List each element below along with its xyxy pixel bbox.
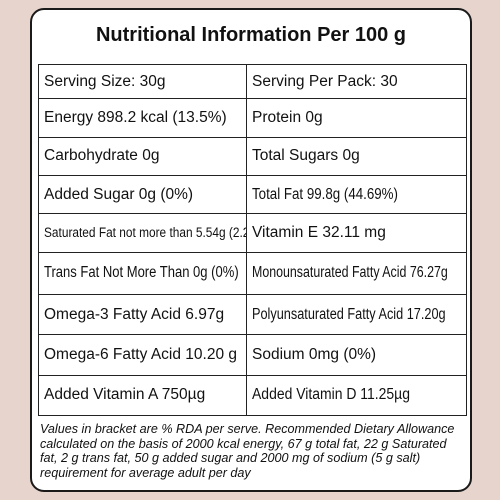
nutrient-cell: Trans Fat Not More Than 0g (0%) [38,251,247,295]
nutrient-cell: Monounsaturated Fatty Acid 76.27g [246,251,467,295]
nutrient-cell: Omega-3 Fatty Acid 6.97g [38,293,247,336]
nutrient-cell: Vitamin E 32.11 mg [246,213,467,253]
nutrient-cell: Added Sugar 0g (0%) [38,174,247,215]
nutrient-cell: Protein 0g [246,98,467,138]
rda-footnote: Values in bracket are % RDA per serve. R… [40,422,455,480]
table-row: Energy 898.2 kcal (13.5%) Protein 0g [38,98,467,138]
nutrient-cell: Carbohydrate 0g [38,136,247,176]
nutrient-cell: Total Fat 99.8g (44.69%) [246,174,467,215]
nutrient-cell: Polyunsaturated Fatty Acid 17.20g [246,293,467,336]
nutrient-cell: Serving Size: 30g [38,63,247,100]
table-row: Saturated Fat not more than 5.54g (2.27%… [38,213,467,253]
nutrient-cell: Energy 898.2 kcal (13.5%) [38,98,247,138]
table-row: Carbohydrate 0g Total Sugars 0g [38,136,467,176]
table-row: Serving Size: 30g Serving Per Pack: 30 [38,63,467,100]
table-row: Added Vitamin A 750µg Added Vitamin D 11… [38,374,467,417]
table-row: Omega-6 Fatty Acid 10.20 g Sodium 0mg (0… [38,334,467,376]
nutrient-cell: Added Vitamin D 11.25µg [246,374,467,417]
nutrient-cell: Serving Per Pack: 30 [246,63,467,100]
nutrition-label-panel: Nutritional Information Per 100 g Servin… [30,8,472,492]
table-row: Trans Fat Not More Than 0g (0%) Monounsa… [38,251,467,295]
table-row: Added Sugar 0g (0%) Total Fat 99.8g (44.… [38,174,467,215]
nutrition-table: Serving Size: 30g Serving Per Pack: 30 E… [38,63,467,417]
nutrient-cell: Added Vitamin A 750µg [38,374,247,417]
table-row: Omega-3 Fatty Acid 6.97g Polyunsaturated… [38,293,467,336]
label-title: Nutritional Information Per 100 g [95,24,407,46]
nutrient-cell: Total Sugars 0g [246,136,467,176]
nutrient-cell: Saturated Fat not more than 5.54g (2.27%… [38,213,247,253]
nutrient-cell: Sodium 0mg (0%) [246,334,467,376]
nutrient-cell: Omega-6 Fatty Acid 10.20 g [38,334,247,376]
